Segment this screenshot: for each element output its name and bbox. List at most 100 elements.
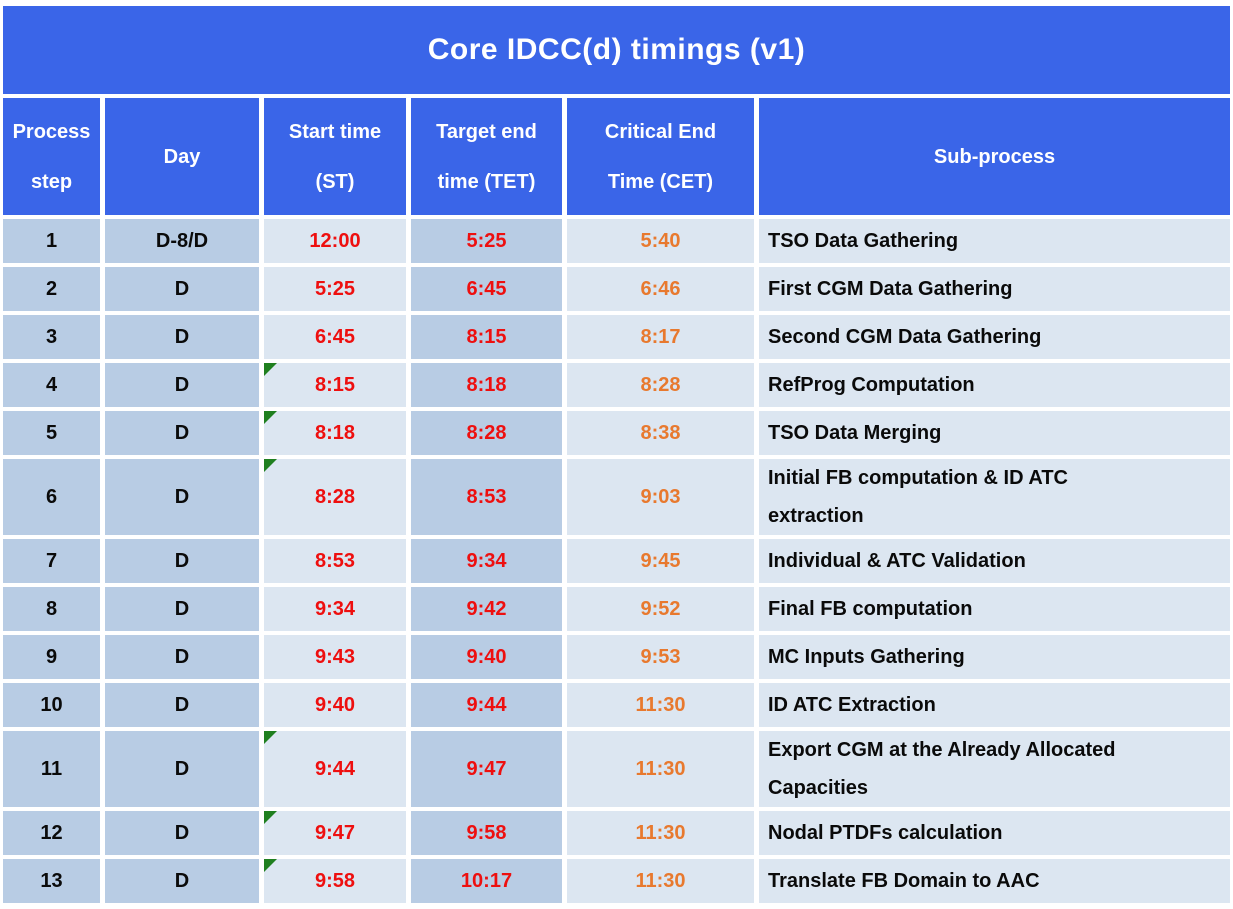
day-cell-row-6[interactable]: D [105,459,259,535]
st-cell-row-10[interactable]: 9:40 [264,683,406,727]
st-cell-row-6[interactable]: 8:28 [264,459,406,535]
column-header-day[interactable]: Day [105,98,259,215]
cet-cell-row-1[interactable]: 5:40 [567,219,754,263]
tet-cell-row-12[interactable]: 9:58 [411,811,562,855]
step-value: 11 [40,758,63,780]
tet-cell-row-2[interactable]: 6:45 [411,267,562,311]
cet-cell-row-9[interactable]: 9:53 [567,635,754,679]
tet-cell-row-7[interactable]: 9:34 [411,539,562,583]
st-cell-row-11[interactable]: 9:44 [264,731,406,807]
cet-cell-row-3[interactable]: 8:17 [567,315,754,359]
sub-cell-row-10[interactable]: ID ATC Extraction [759,683,1230,727]
step-cell-row-9[interactable]: 9 [3,635,100,679]
comment-flag-icon [264,811,277,824]
step-cell-row-2[interactable]: 2 [3,267,100,311]
st-cell-row-7[interactable]: 8:53 [264,539,406,583]
step-value: 9 [45,646,58,668]
st-value: 9:34 [314,598,356,620]
day-cell-row-2[interactable]: D [105,267,259,311]
tet-cell-row-8[interactable]: 9:42 [411,587,562,631]
sub-cell-row-5[interactable]: TSO Data Merging [759,411,1230,455]
st-cell-row-1[interactable]: 12:00 [264,219,406,263]
cet-cell-row-11[interactable]: 11:30 [567,731,754,807]
tet-cell-row-4[interactable]: 8:18 [411,363,562,407]
sub-cell-row-11[interactable]: Export CGM at the Already Allocated Capa… [759,731,1230,807]
cet-cell-row-8[interactable]: 9:52 [567,587,754,631]
step-cell-row-8[interactable]: 8 [3,587,100,631]
sub-cell-row-4[interactable]: RefProg Computation [759,363,1230,407]
tet-cell-row-1[interactable]: 5:25 [411,219,562,263]
column-header-sub-process[interactable]: Sub-process [759,98,1230,215]
cet-cell-row-6[interactable]: 9:03 [567,459,754,535]
cet-cell-row-5[interactable]: 8:38 [567,411,754,455]
day-cell-row-8[interactable]: D [105,587,259,631]
step-cell-row-7[interactable]: 7 [3,539,100,583]
cet-cell-row-12[interactable]: 11:30 [567,811,754,855]
tet-cell-row-10[interactable]: 9:44 [411,683,562,727]
cet-cell-row-13[interactable]: 11:30 [567,859,754,903]
step-cell-row-12[interactable]: 12 [3,811,100,855]
step-cell-row-10[interactable]: 10 [3,683,100,727]
st-cell-row-5[interactable]: 8:18 [264,411,406,455]
step-cell-row-1[interactable]: 1 [3,219,100,263]
day-cell-row-1[interactable]: D-8/D [105,219,259,263]
sub-value: ID ATC Extraction [768,694,936,716]
sub-cell-row-13[interactable]: Translate FB Domain to AAC [759,859,1230,903]
step-cell-row-6[interactable]: 6 [3,459,100,535]
cet-cell-row-2[interactable]: 6:46 [567,267,754,311]
tet-value: 9:58 [466,822,507,844]
sub-value: Translate FB Domain to AAC [768,870,1040,892]
step-cell-row-13[interactable]: 13 [3,859,100,903]
tet-value: 5:25 [466,230,507,252]
day-cell-row-5[interactable]: D [105,411,259,455]
sub-cell-row-2[interactable]: First CGM Data Gathering [759,267,1230,311]
st-cell-row-9[interactable]: 9:43 [264,635,406,679]
day-cell-row-3[interactable]: D [105,315,259,359]
st-cell-row-8[interactable]: 9:34 [264,587,406,631]
st-cell-row-13[interactable]: 9:58 [264,859,406,903]
sub-cell-row-3[interactable]: Second CGM Data Gathering [759,315,1230,359]
day-cell-row-7[interactable]: D [105,539,259,583]
sub-cell-row-6[interactable]: Initial FB computation & ID ATC extracti… [759,459,1230,535]
sub-cell-row-12[interactable]: Nodal PTDFs calculation [759,811,1230,855]
tet-cell-row-6[interactable]: 8:53 [411,459,562,535]
st-cell-row-3[interactable]: 6:45 [264,315,406,359]
sub-cell-row-8[interactable]: Final FB computation [759,587,1230,631]
day-cell-row-9[interactable]: D [105,635,259,679]
sub-cell-row-1[interactable]: TSO Data Gathering [759,219,1230,263]
column-header-start-time[interactable]: Start time (ST) [264,98,406,215]
step-cell-row-3[interactable]: 3 [3,315,100,359]
st-cell-row-2[interactable]: 5:25 [264,267,406,311]
sub-value: Nodal PTDFs calculation [768,822,1003,844]
tet-cell-row-3[interactable]: 8:15 [411,315,562,359]
tet-cell-row-13[interactable]: 10:17 [411,859,562,903]
step-cell-row-4[interactable]: 4 [3,363,100,407]
st-cell-row-12[interactable]: 9:47 [264,811,406,855]
day-cell-row-11[interactable]: D [105,731,259,807]
day-cell-row-13[interactable]: D [105,859,259,903]
cet-cell-row-7[interactable]: 9:45 [567,539,754,583]
column-header-process-step[interactable]: Process step [3,98,100,215]
tet-cell-row-9[interactable]: 9:40 [411,635,562,679]
sub-cell-row-7[interactable]: Individual & ATC Validation [759,539,1230,583]
day-value: D [174,550,190,572]
st-value: 9:58 [314,870,356,892]
tet-value: 9:34 [466,550,507,572]
tet-cell-row-11[interactable]: 9:47 [411,731,562,807]
cet-cell-row-4[interactable]: 8:28 [567,363,754,407]
cet-cell-row-10[interactable]: 11:30 [567,683,754,727]
day-value: D [174,646,190,668]
step-cell-row-5[interactable]: 5 [3,411,100,455]
sub-cell-row-9[interactable]: MC Inputs Gathering [759,635,1230,679]
column-header-critical-end-time[interactable]: Critical End Time (CET) [567,98,754,215]
day-cell-row-10[interactable]: D [105,683,259,727]
st-value: 8:28 [314,486,356,508]
tet-cell-row-5[interactable]: 8:28 [411,411,562,455]
day-cell-row-12[interactable]: D [105,811,259,855]
tet-value: 9:40 [466,646,507,668]
st-cell-row-4[interactable]: 8:15 [264,363,406,407]
day-value: D [174,278,190,300]
column-header-target-end-time[interactable]: Target end time (TET) [411,98,562,215]
day-cell-row-4[interactable]: D [105,363,259,407]
step-cell-row-11[interactable]: 11 [3,731,100,807]
